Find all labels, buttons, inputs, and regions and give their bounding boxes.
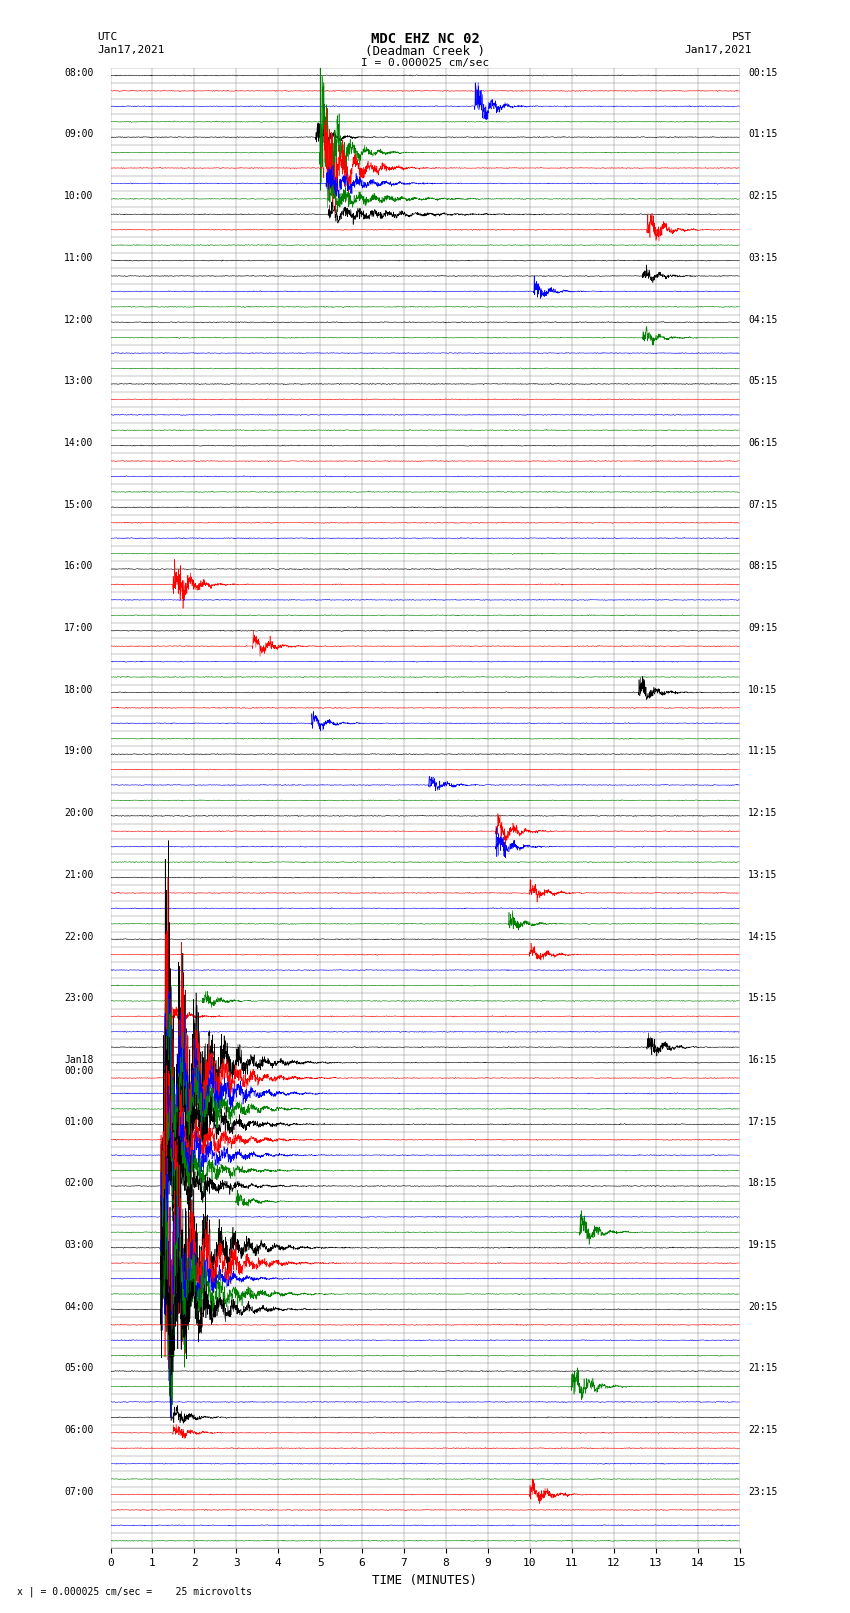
Text: 19:15: 19:15 xyxy=(748,1240,777,1250)
Text: 14:15: 14:15 xyxy=(748,931,777,942)
Text: 06:00: 06:00 xyxy=(65,1426,94,1436)
Text: 00:15: 00:15 xyxy=(748,68,777,77)
Text: 02:15: 02:15 xyxy=(748,192,777,202)
Text: 08:00: 08:00 xyxy=(65,68,94,77)
Text: 14:00: 14:00 xyxy=(65,439,94,448)
Text: Jan17,2021: Jan17,2021 xyxy=(685,45,752,55)
Text: 21:15: 21:15 xyxy=(748,1363,777,1373)
Text: 23:15: 23:15 xyxy=(748,1487,777,1497)
Text: PST: PST xyxy=(732,32,752,42)
Text: 10:00: 10:00 xyxy=(65,192,94,202)
Text: x | = 0.000025 cm/sec =    25 microvolts: x | = 0.000025 cm/sec = 25 microvolts xyxy=(17,1586,252,1597)
Text: 15:15: 15:15 xyxy=(748,994,777,1003)
Text: 02:00: 02:00 xyxy=(65,1177,94,1189)
Text: 20:15: 20:15 xyxy=(748,1302,777,1311)
Text: 11:15: 11:15 xyxy=(748,747,777,756)
Text: 01:00: 01:00 xyxy=(65,1116,94,1126)
Text: 18:15: 18:15 xyxy=(748,1177,777,1189)
Text: 15:00: 15:00 xyxy=(65,500,94,510)
Text: (Deadman Creek ): (Deadman Creek ) xyxy=(365,45,485,58)
X-axis label: TIME (MINUTES): TIME (MINUTES) xyxy=(372,1574,478,1587)
Text: 05:00: 05:00 xyxy=(65,1363,94,1373)
Text: I = 0.000025 cm/sec: I = 0.000025 cm/sec xyxy=(361,58,489,68)
Text: 06:15: 06:15 xyxy=(748,439,777,448)
Text: 04:00: 04:00 xyxy=(65,1302,94,1311)
Text: Jan18
00:00: Jan18 00:00 xyxy=(65,1055,94,1076)
Text: 16:00: 16:00 xyxy=(65,561,94,571)
Text: 22:15: 22:15 xyxy=(748,1426,777,1436)
Text: 19:00: 19:00 xyxy=(65,747,94,756)
Text: 03:15: 03:15 xyxy=(748,253,777,263)
Text: 04:15: 04:15 xyxy=(748,315,777,324)
Text: 07:00: 07:00 xyxy=(65,1487,94,1497)
Text: 09:15: 09:15 xyxy=(748,623,777,632)
Text: UTC: UTC xyxy=(98,32,118,42)
Text: 21:00: 21:00 xyxy=(65,869,94,879)
Text: 16:15: 16:15 xyxy=(748,1055,777,1065)
Text: MDC EHZ NC 02: MDC EHZ NC 02 xyxy=(371,32,479,47)
Text: 11:00: 11:00 xyxy=(65,253,94,263)
Text: Jan17,2021: Jan17,2021 xyxy=(98,45,165,55)
Text: 09:00: 09:00 xyxy=(65,129,94,139)
Text: 18:00: 18:00 xyxy=(65,684,94,695)
Text: 03:00: 03:00 xyxy=(65,1240,94,1250)
Text: 17:00: 17:00 xyxy=(65,623,94,632)
Text: 12:00: 12:00 xyxy=(65,315,94,324)
Text: 13:00: 13:00 xyxy=(65,376,94,386)
Text: 23:00: 23:00 xyxy=(65,994,94,1003)
Text: 01:15: 01:15 xyxy=(748,129,777,139)
Text: 17:15: 17:15 xyxy=(748,1116,777,1126)
Text: 20:00: 20:00 xyxy=(65,808,94,818)
Text: 10:15: 10:15 xyxy=(748,684,777,695)
Text: 13:15: 13:15 xyxy=(748,869,777,879)
Text: 22:00: 22:00 xyxy=(65,931,94,942)
Text: 05:15: 05:15 xyxy=(748,376,777,386)
Text: 07:15: 07:15 xyxy=(748,500,777,510)
Text: 08:15: 08:15 xyxy=(748,561,777,571)
Text: 12:15: 12:15 xyxy=(748,808,777,818)
